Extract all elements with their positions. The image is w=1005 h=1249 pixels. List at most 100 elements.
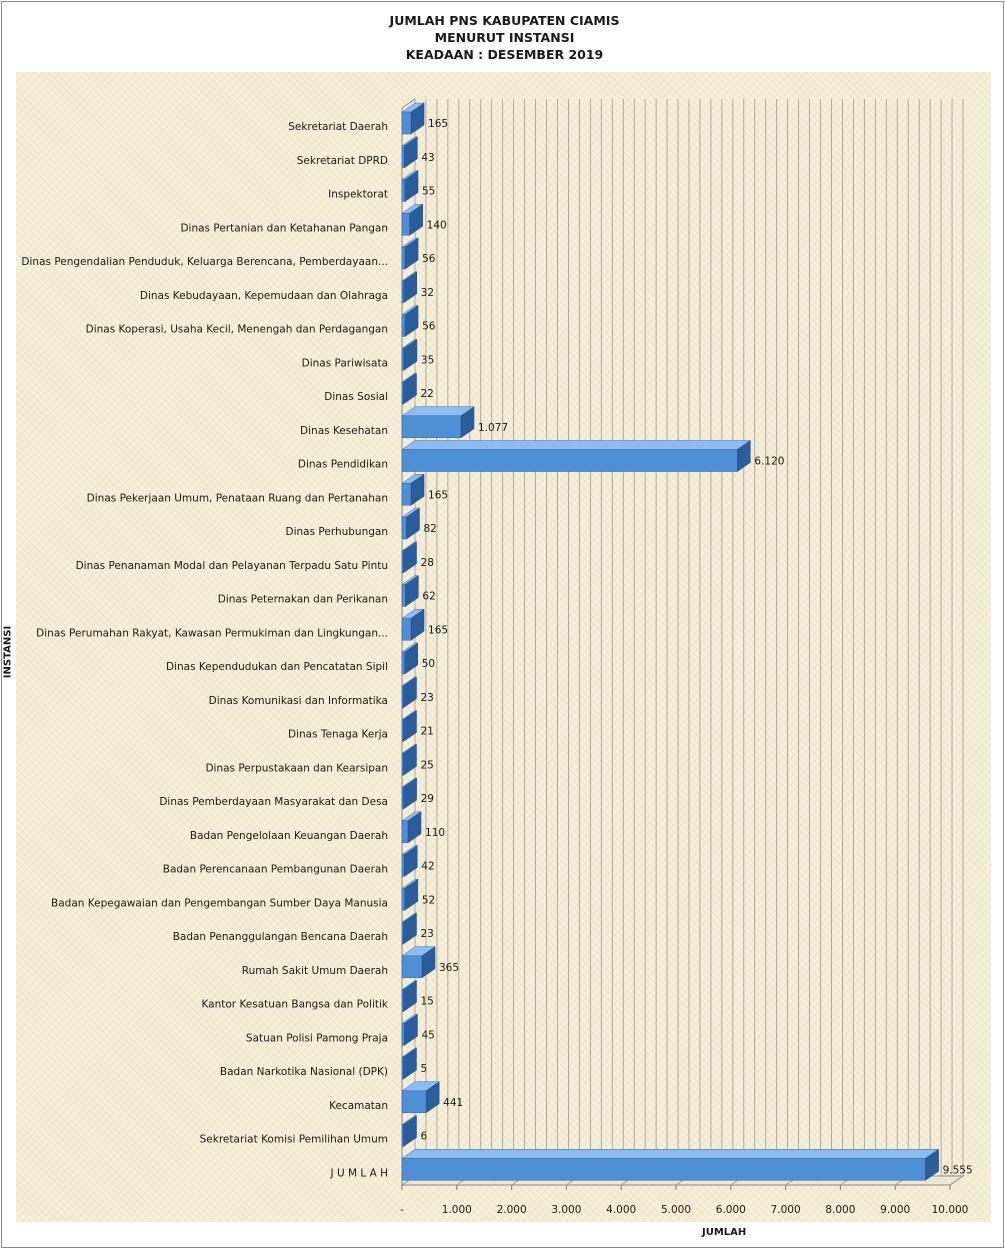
- bar-front-face: [401, 280, 405, 304]
- bar-front-face: [401, 887, 406, 911]
- bar: [401, 1047, 418, 1080]
- x-tick-label: 2.000: [497, 1204, 527, 1216]
- data-label: 165: [428, 489, 448, 501]
- data-label: 15: [421, 996, 434, 1008]
- bar-side-face: [403, 743, 417, 776]
- bar-front-face: [401, 246, 406, 270]
- data-label: 45: [421, 1029, 434, 1041]
- bar: [401, 878, 419, 911]
- data-label: 23: [421, 692, 434, 704]
- category-label: Badan Pengelolaan Keuangan Daerah: [190, 830, 388, 842]
- bar: [401, 811, 422, 844]
- bar-side-face: [404, 237, 419, 270]
- category-label: Dinas Kebudayaan, Kepemudaan dan Olahrag…: [140, 290, 388, 302]
- wall-edge: [401, 98, 416, 109]
- category-label: Sekretariat Daerah: [288, 121, 388, 133]
- data-label: 140: [427, 219, 447, 231]
- bar-front-face: [401, 1090, 427, 1114]
- bar: [401, 372, 418, 405]
- bar: [401, 271, 418, 304]
- category-label: Sekretariat Komisi Pemilihan Umum: [200, 1134, 388, 1146]
- data-label: 441: [443, 1097, 463, 1109]
- category-label: Dinas Koperasi, Usaha Kecil, Menengah da…: [86, 324, 388, 336]
- bar: [401, 102, 425, 135]
- bar-side-face: [410, 608, 425, 641]
- category-label: Dinas Perpustakaan dan Kearsipan: [205, 762, 388, 774]
- x-tick-label: 9.000: [880, 1204, 910, 1216]
- bar: [401, 575, 420, 607]
- bar-side-face: [406, 507, 420, 540]
- x-tick-label: 7.000: [771, 1204, 801, 1216]
- chart-title-line-3: KEADAAN : DESEMBER 2019: [405, 47, 604, 62]
- category-label: Badan Perencanaan Pembangunan Daerah: [163, 864, 388, 876]
- category-label: Dinas Pemberdayaan Masyarakat dan Desa: [159, 796, 388, 808]
- category-label: Dinas Peternakan dan Perikanan: [218, 594, 388, 606]
- data-label: 110: [425, 827, 445, 839]
- x-tick-label: 8.000: [825, 1204, 855, 1216]
- data-label: 25: [421, 759, 434, 771]
- category-label: Dinas Perhubungan: [286, 526, 389, 538]
- bar: [401, 406, 475, 439]
- bar: [401, 440, 752, 472]
- data-label: 23: [421, 928, 434, 940]
- bar-side-face: [410, 102, 425, 135]
- data-label: 9.555: [943, 1164, 973, 1176]
- bar: [401, 338, 418, 371]
- bar: [401, 777, 418, 810]
- bar-side-face: [404, 642, 418, 675]
- bar-front-face: [401, 584, 406, 607]
- bar-side-face: [403, 1115, 417, 1147]
- bar-front-face: [401, 145, 405, 169]
- bar-front-face: [401, 820, 409, 844]
- bar-front-face: [401, 111, 412, 135]
- data-label: 6: [421, 1131, 428, 1143]
- data-label: 56: [422, 321, 436, 333]
- x-tick-label: 3.000: [551, 1204, 581, 1216]
- bar-side-face: [404, 878, 419, 911]
- plot-area: [16, 72, 991, 1222]
- category-label: Rumah Sakit Umum Daerah: [242, 965, 388, 977]
- category-label: Badan Kepegawaian dan Pengembangan Sumbe…: [51, 897, 388, 909]
- data-label: 56: [422, 253, 436, 265]
- category-label: Kantor Kesatuan Bangsa dan Politik: [201, 999, 388, 1011]
- data-label: 21: [421, 726, 434, 738]
- bar: [401, 845, 419, 877]
- x-axis-title: JUMLAH: [702, 1227, 747, 1238]
- category-label: Dinas Pendidikan: [298, 459, 388, 471]
- floor-gridline: [949, 1175, 964, 1186]
- bars: [401, 102, 940, 1181]
- axes: [400, 98, 965, 1190]
- bar-front-face: [401, 347, 405, 371]
- bar: [401, 305, 419, 337]
- bar: [401, 743, 418, 776]
- bar: [401, 1115, 418, 1147]
- bar-front-face: [401, 482, 412, 506]
- bar: [401, 473, 425, 506]
- x-tick-label: 10.000: [932, 1204, 969, 1216]
- bar-side-face: [404, 136, 418, 169]
- bar: [401, 710, 418, 742]
- data-label: 29: [421, 793, 434, 805]
- category-label: Dinas Pekerjaan Umum, Penataan Ruang dan…: [87, 492, 388, 504]
- data-label: 42: [421, 861, 434, 873]
- bar-top-face: [401, 1149, 940, 1159]
- x-tick-label: 1.000: [442, 1204, 472, 1216]
- bar-side-face: [410, 473, 425, 506]
- bar-side-face: [425, 1081, 440, 1114]
- bar: [401, 676, 418, 709]
- bar-front-face: [401, 415, 462, 439]
- bar-front-face: [401, 955, 423, 979]
- bar-side-face: [403, 271, 418, 304]
- bar: [401, 1148, 940, 1181]
- labels: - 1.000 2.000 3.000 4.000 5.000 6.000 7.000 8.00…: [21, 118, 972, 1216]
- category-label: Dinas Kesehatan: [300, 425, 388, 437]
- bar-top-face: [401, 440, 752, 450]
- bar-front-face: [401, 179, 406, 202]
- bar: [401, 912, 418, 945]
- bar-side-face: [404, 1013, 418, 1046]
- bar: [401, 642, 419, 675]
- bar-side-face: [403, 372, 417, 405]
- category-label: Satuan Polisi Pamong Praja: [246, 1032, 388, 1044]
- bar-front-face: [401, 314, 406, 337]
